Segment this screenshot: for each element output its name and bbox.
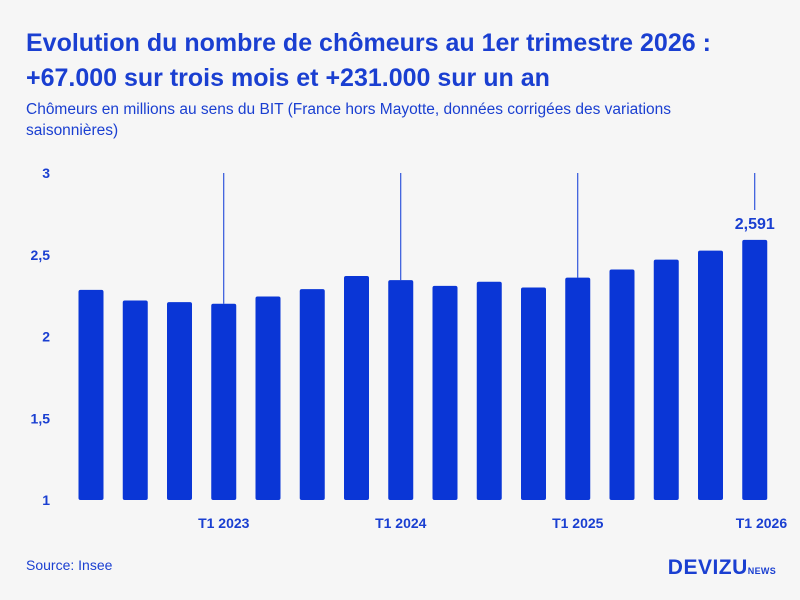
devizu-logo: DEVIZUNEWS (668, 556, 776, 580)
y-tick-label: 2 (42, 329, 50, 345)
bar (609, 269, 635, 500)
bar (167, 302, 192, 500)
y-tick-label: 1 (42, 492, 50, 508)
x-tick-label: T1 2023 (198, 515, 250, 531)
bar (78, 289, 104, 500)
bar (653, 259, 679, 500)
bar (698, 250, 723, 500)
source-note: Source: Insee (26, 557, 113, 573)
data-label: 2,591 (735, 216, 775, 233)
x-tick-label: T1 2026 (736, 515, 788, 531)
bar (521, 287, 546, 500)
bar (565, 277, 591, 500)
logo-main-text: DEVIZU (667, 556, 748, 579)
bar (476, 281, 502, 500)
bar (432, 285, 458, 500)
y-tick-label: 2,5 (31, 247, 51, 263)
chart-subtitle: Chômeurs en millions au sens du BIT (Fra… (26, 101, 671, 139)
logo-sub-text: NEWS (747, 566, 776, 576)
x-tick-label: T1 2024 (375, 515, 427, 531)
bar (255, 296, 281, 500)
x-tick-label: T1 2025 (552, 515, 604, 531)
chart-title: Evolution du nombre de chômeurs au 1er t… (26, 29, 711, 92)
y-tick-label: 1,5 (31, 410, 51, 426)
bar (299, 289, 325, 500)
bar (211, 303, 237, 500)
bar (742, 239, 768, 500)
bar (122, 300, 148, 500)
y-tick-label: 3 (42, 165, 50, 181)
bar (388, 280, 414, 500)
bar (344, 276, 369, 500)
